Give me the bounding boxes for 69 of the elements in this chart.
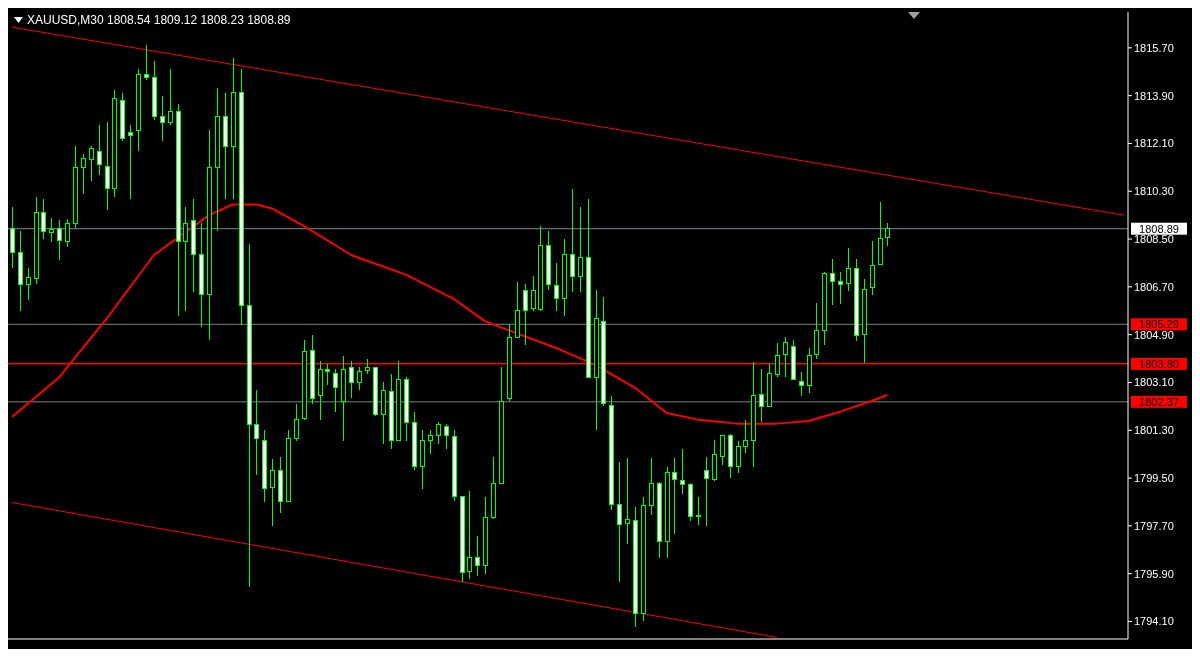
candlestick — [144, 44, 149, 81]
candlestick — [81, 153, 86, 195]
candlestick — [736, 440, 741, 474]
candlestick — [783, 336, 788, 378]
candlestick — [578, 206, 583, 293]
candlestick — [775, 342, 780, 378]
candlestick — [570, 188, 575, 293]
candlestick — [65, 218, 70, 248]
candlestick — [89, 145, 94, 182]
candlestick — [357, 366, 362, 391]
candlestick — [475, 535, 480, 577]
candlestick — [436, 421, 441, 445]
candlestick — [649, 457, 654, 516]
y-tick-label: 1813.90 — [1134, 89, 1174, 102]
y-tick-label: 1794.10 — [1134, 615, 1174, 628]
chart-title: XAUUSD,M30 1808.54 1809.12 1808.23 1808.89 — [27, 13, 291, 27]
candlestick — [49, 217, 54, 243]
y-tick-label: 1799.50 — [1134, 471, 1174, 484]
y-tick-label: 1812.10 — [1134, 137, 1174, 150]
candlestick — [294, 403, 299, 442]
y-tick-label: 1806.70 — [1134, 280, 1174, 293]
candlestick — [270, 458, 275, 527]
candlestick — [183, 206, 188, 312]
candlestick — [625, 457, 630, 545]
candlestick — [381, 381, 386, 445]
candlestick — [444, 423, 449, 450]
ref-line-label: 1802.37 — [1139, 395, 1179, 408]
candlestick — [523, 283, 528, 346]
candlestick — [333, 368, 338, 413]
candlestick — [97, 124, 102, 176]
candlestick — [696, 496, 701, 526]
candlestick — [846, 247, 851, 292]
candlestick — [885, 222, 890, 247]
candlestick — [57, 219, 62, 261]
y-tick-label: 1795.90 — [1134, 567, 1174, 580]
candlestick — [838, 271, 843, 305]
candlestick — [870, 240, 875, 296]
candlestick — [160, 95, 165, 142]
candlestick — [799, 371, 804, 397]
candlestick — [830, 258, 835, 306]
candlestick — [672, 457, 677, 535]
y-tick-label: 1801.30 — [1134, 424, 1174, 437]
y-tick-label: 1797.70 — [1134, 519, 1174, 532]
candlestick — [759, 368, 764, 423]
y-tick-label: 1810.30 — [1134, 185, 1174, 198]
candlestick — [467, 490, 472, 580]
candlestick — [168, 68, 173, 126]
y-tick-label: 1803.10 — [1134, 376, 1174, 389]
y-tick-label: 1804.90 — [1134, 328, 1174, 341]
candlestick — [254, 389, 259, 476]
candlestick — [105, 121, 110, 211]
candlestick — [428, 429, 433, 455]
candlestick — [41, 198, 46, 240]
y-tick-label: 1808.50 — [1134, 232, 1174, 245]
candlestick — [26, 267, 31, 301]
candlestick — [743, 419, 748, 454]
ref-line-label: 1803.80 — [1139, 357, 1179, 370]
candlestick — [554, 262, 559, 312]
candlestick — [349, 360, 354, 399]
ref-line-label: 1808.89 — [1139, 222, 1179, 235]
candlestick — [617, 461, 622, 583]
candlestick — [128, 124, 133, 200]
candlestick — [680, 448, 685, 495]
candlestick — [531, 275, 536, 312]
candlestick — [10, 206, 15, 269]
candlestick — [720, 435, 725, 466]
candlestick — [704, 456, 709, 527]
y-tick-label: 1815.70 — [1134, 41, 1174, 54]
ref-line-label: 1805.29 — [1139, 318, 1179, 331]
